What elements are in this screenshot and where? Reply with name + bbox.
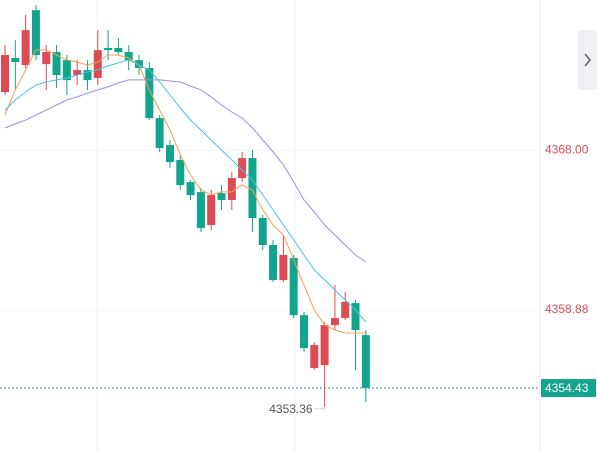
candle-body — [42, 52, 51, 65]
candle-body — [31, 10, 40, 56]
candle-body — [104, 48, 113, 51]
candle-body — [238, 158, 247, 179]
candle-body — [11, 58, 20, 63]
candle-body — [361, 335, 370, 389]
candle-body — [52, 52, 61, 76]
candle-body — [258, 218, 267, 246]
toggle-tab[interactable] — [578, 30, 597, 90]
candle-body — [1, 55, 9, 93]
candle-body — [124, 52, 133, 61]
toggle-icon — [584, 53, 592, 67]
candle-body — [330, 318, 339, 326]
candle-body — [207, 195, 216, 226]
candle-body — [289, 257, 298, 316]
candle-body — [248, 158, 257, 219]
last-price-label: 4354.43 — [545, 381, 589, 395]
price-label: 4358.88 — [545, 302, 589, 316]
ma-line — [4, 49, 366, 334]
candle-body — [341, 301, 350, 319]
last-price-box — [541, 379, 596, 398]
candle-body — [93, 50, 102, 78]
candle-body — [320, 325, 329, 366]
candle-body — [135, 60, 144, 69]
candle-body — [165, 145, 174, 163]
candle-body — [155, 118, 164, 149]
candle-body — [351, 303, 360, 331]
candle-body — [279, 255, 288, 281]
candle-body — [145, 68, 154, 119]
candle-body — [310, 345, 319, 369]
price-label: 4368.00 — [545, 142, 589, 156]
candle-body — [217, 193, 226, 200]
candle-body — [269, 245, 278, 281]
ma-line — [4, 79, 367, 263]
candle-body — [227, 178, 236, 200]
candle-body — [186, 182, 195, 196]
ma-line — [4, 59, 367, 323]
candle-body — [73, 70, 82, 76]
candle-body — [176, 160, 185, 186]
candle-body — [196, 192, 205, 229]
candle-body — [299, 315, 308, 349]
side-toggle[interactable] — [578, 30, 597, 90]
candle-body — [21, 30, 30, 66]
candle-body — [114, 48, 123, 53]
low-label: 4353.36 — [269, 402, 313, 416]
candle-body — [83, 70, 92, 81]
candle-body — [62, 60, 71, 81]
